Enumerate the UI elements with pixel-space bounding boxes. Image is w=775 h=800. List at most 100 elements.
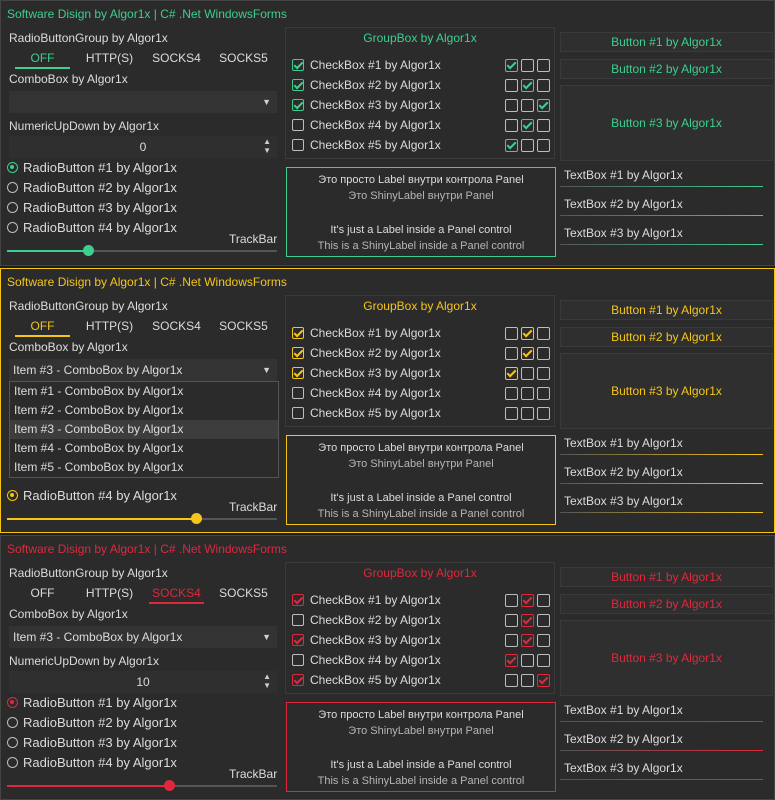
textbox-1[interactable]: TextBox #1 by Algor1x — [560, 700, 773, 724]
button-3[interactable]: Button #3 by Algor1x — [560, 353, 773, 429]
radio-group-option-off[interactable]: OFF — [9, 49, 76, 69]
mini-checkbox-4-1[interactable] — [505, 118, 518, 132]
checkbox-4[interactable] — [292, 387, 304, 399]
mini-checkbox-3-2[interactable] — [521, 633, 534, 647]
radio-group-option-https[interactable]: HTTP(S) — [85, 319, 134, 333]
textbox-1[interactable]: TextBox #1 by Algor1x — [560, 433, 773, 457]
textbox-2[interactable]: TextBox #2 by Algor1x — [560, 462, 773, 486]
checkbox-3[interactable] — [292, 367, 304, 379]
mini-checkbox-1-3[interactable] — [537, 326, 550, 340]
trackbar[interactable] — [7, 244, 277, 258]
mini-checkbox-3-2[interactable] — [521, 366, 534, 380]
radio-group-option-socks5[interactable]: SOCKS5 — [219, 586, 268, 600]
radio-group-option-socks4[interactable]: SOCKS4 — [152, 319, 201, 333]
mini-checkbox-5-1[interactable] — [505, 138, 518, 152]
mini-checkbox-4-3[interactable] — [537, 118, 550, 132]
button-2[interactable]: Button #2 by Algor1x — [560, 59, 773, 79]
mini-checkbox-2-2[interactable] — [521, 613, 534, 627]
mini-checkbox-1-3[interactable] — [537, 593, 550, 607]
checkbox-1[interactable] — [292, 594, 304, 606]
button-1[interactable]: Button #1 by Algor1x — [560, 567, 773, 587]
mini-checkbox-5-1[interactable] — [505, 406, 518, 420]
checkbox-1[interactable] — [292, 327, 304, 339]
combobox[interactable]: Item #3 - ComboBox by Algor1x ▼ — [9, 626, 277, 648]
radio-group-option-socks5[interactable]: SOCKS5 — [219, 51, 268, 65]
mini-checkbox-5-2[interactable] — [521, 406, 534, 420]
radio-button-3[interactable]: RadioButton #3 by Algor1x — [7, 197, 177, 217]
mini-checkbox-3-1[interactable] — [505, 633, 518, 647]
mini-checkbox-4-2[interactable] — [521, 653, 534, 667]
radio-group-option-https[interactable]: HTTP(S) — [85, 51, 134, 65]
combobox-item-5[interactable]: Item #5 - ComboBox by Algor1x — [14, 460, 184, 474]
radio-group-option-off[interactable]: OFF — [30, 586, 55, 600]
checkbox-4[interactable] — [292, 654, 304, 666]
trackbar-thumb[interactable] — [83, 245, 94, 256]
checkbox-3[interactable] — [292, 634, 304, 646]
checkbox-5[interactable] — [292, 139, 304, 151]
radio-group-option-socks5[interactable]: SOCKS5 — [219, 319, 268, 333]
mini-checkbox-2-3[interactable] — [537, 346, 550, 360]
combobox[interactable]: ▼ — [9, 91, 277, 113]
radio-group-option-off[interactable]: OFF — [9, 317, 76, 337]
mini-checkbox-4-3[interactable] — [537, 653, 550, 667]
radio-button-4[interactable]: RadioButton #4 by Algor1x — [7, 217, 177, 237]
textbox-3[interactable]: TextBox #3 by Algor1x — [560, 758, 773, 782]
chevron-down-icon[interactable]: ▼ — [262, 632, 271, 642]
radio-group-option-https[interactable]: HTTP(S) — [85, 586, 134, 600]
chevron-down-icon[interactable]: ▼ — [262, 97, 271, 107]
mini-checkbox-2-2[interactable] — [521, 78, 534, 92]
mini-checkbox-1-3[interactable] — [537, 58, 550, 72]
mini-checkbox-3-3[interactable] — [537, 366, 550, 380]
mini-checkbox-2-3[interactable] — [537, 78, 550, 92]
trackbar[interactable] — [7, 779, 277, 793]
radio-button-4[interactable]: RadioButton #4 by Algor1x — [7, 485, 177, 505]
mini-checkbox-1-2[interactable] — [521, 58, 534, 72]
combobox-item-2[interactable]: Item #2 - ComboBox by Algor1x — [14, 403, 184, 417]
mini-checkbox-3-2[interactable] — [521, 98, 534, 112]
button-2[interactable]: Button #2 by Algor1x — [560, 594, 773, 614]
textbox-1[interactable]: TextBox #1 by Algor1x — [560, 165, 773, 189]
checkbox-2[interactable] — [292, 347, 304, 359]
mini-checkbox-1-1[interactable] — [505, 58, 518, 72]
button-3[interactable]: Button #3 by Algor1x — [560, 620, 773, 696]
checkbox-5[interactable] — [292, 407, 304, 419]
mini-checkbox-4-2[interactable] — [521, 386, 534, 400]
mini-checkbox-1-1[interactable] — [505, 326, 518, 340]
mini-checkbox-4-3[interactable] — [537, 386, 550, 400]
numericupdown-field[interactable]: 10 ▲ ▼ — [9, 671, 277, 693]
radio-button-4[interactable]: RadioButton #4 by Algor1x — [7, 752, 177, 772]
spin-arrows-icon[interactable]: ▲ ▼ — [263, 672, 271, 690]
mini-checkbox-2-2[interactable] — [521, 346, 534, 360]
radio-group-option-socks4[interactable]: SOCKS4 — [152, 51, 201, 65]
button-2[interactable]: Button #2 by Algor1x — [560, 327, 773, 347]
checkbox-5[interactable] — [292, 674, 304, 686]
mini-checkbox-2-1[interactable] — [505, 346, 518, 360]
mini-checkbox-3-3[interactable] — [537, 633, 550, 647]
mini-checkbox-5-3[interactable] — [537, 673, 550, 687]
mini-checkbox-1-2[interactable] — [521, 326, 534, 340]
numericupdown-field[interactable]: 0 ▲ ▼ — [9, 136, 277, 158]
textbox-2[interactable]: TextBox #2 by Algor1x — [560, 729, 773, 753]
button-1[interactable]: Button #1 by Algor1x — [560, 32, 773, 52]
mini-checkbox-4-2[interactable] — [521, 118, 534, 132]
mini-checkbox-2-1[interactable] — [505, 78, 518, 92]
textbox-3[interactable]: TextBox #3 by Algor1x — [560, 491, 773, 515]
checkbox-2[interactable] — [292, 79, 304, 91]
mini-checkbox-3-1[interactable] — [505, 98, 518, 112]
mini-checkbox-5-3[interactable] — [537, 138, 550, 152]
mini-checkbox-3-3[interactable] — [537, 98, 550, 112]
mini-checkbox-1-1[interactable] — [505, 593, 518, 607]
mini-checkbox-4-1[interactable] — [505, 386, 518, 400]
mini-checkbox-5-2[interactable] — [521, 673, 534, 687]
chevron-down-icon[interactable]: ▼ — [262, 365, 271, 375]
button-3[interactable]: Button #3 by Algor1x — [560, 85, 773, 161]
mini-checkbox-1-2[interactable] — [521, 593, 534, 607]
mini-checkbox-5-1[interactable] — [505, 673, 518, 687]
mini-checkbox-2-1[interactable] — [505, 613, 518, 627]
combobox[interactable]: Item #3 - ComboBox by Algor1x ▼ — [9, 359, 277, 381]
radio-button-2[interactable]: RadioButton #2 by Algor1x — [7, 177, 177, 197]
checkbox-2[interactable] — [292, 614, 304, 626]
checkbox-1[interactable] — [292, 59, 304, 71]
mini-checkbox-5-2[interactable] — [521, 138, 534, 152]
textbox-3[interactable]: TextBox #3 by Algor1x — [560, 223, 773, 247]
